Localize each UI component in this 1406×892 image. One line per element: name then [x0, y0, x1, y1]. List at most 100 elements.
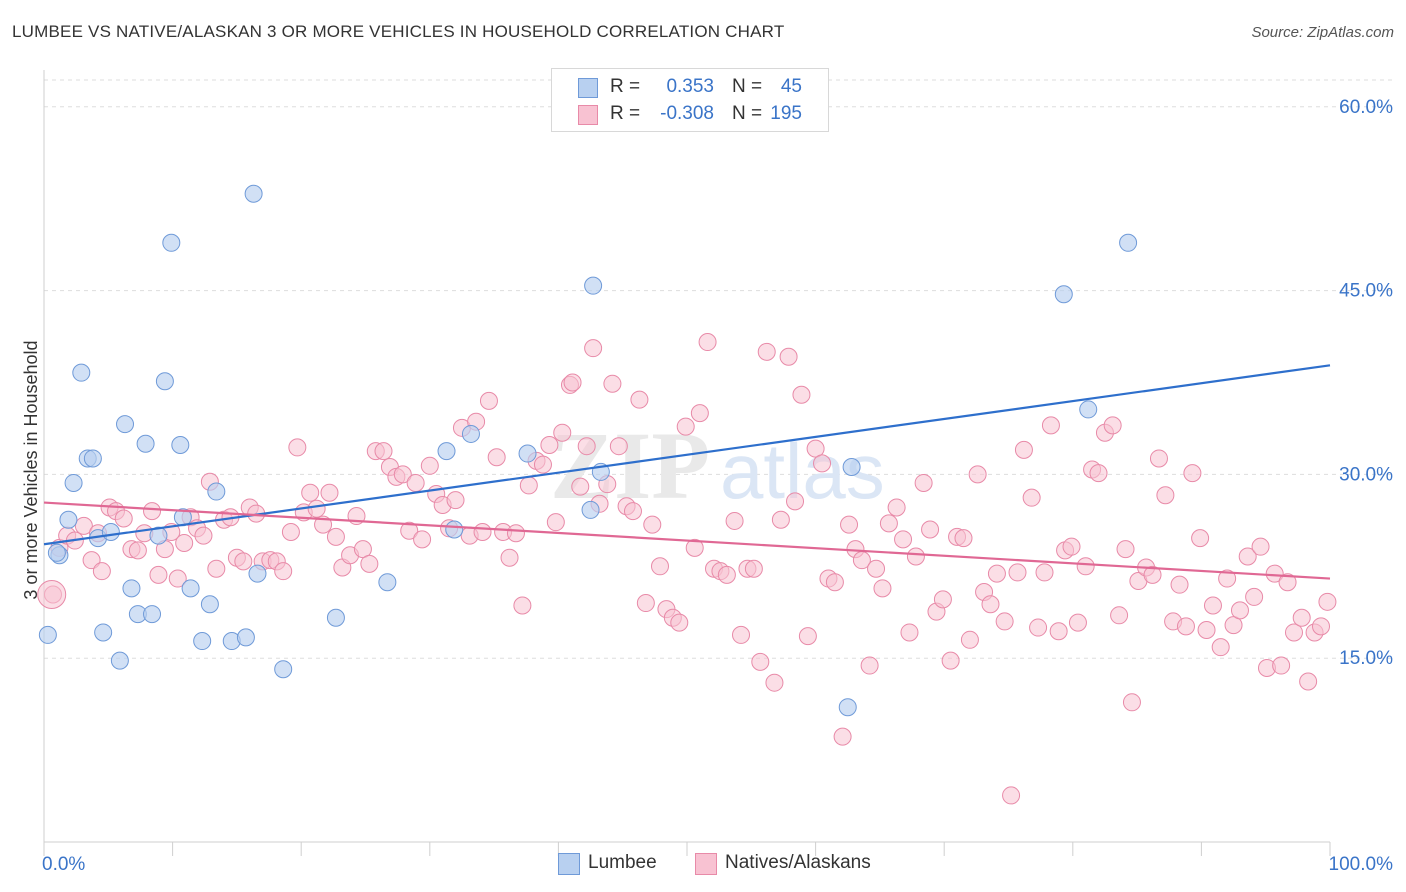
data-point-natives [906, 547, 925, 566]
data-point-natives [1029, 618, 1048, 637]
data-point-natives [995, 612, 1014, 631]
data-point-natives [1218, 569, 1237, 588]
data-point-lumbee [518, 444, 537, 463]
data-point-natives [1035, 563, 1054, 582]
data-point-lumbee [64, 473, 83, 492]
data-point-natives [473, 522, 492, 541]
data-point-lumbee [143, 605, 162, 624]
data-point-lumbee [83, 449, 102, 468]
trend-lines [43, 364, 1331, 580]
data-point-natives [751, 652, 770, 671]
data-point-lumbee [72, 363, 91, 382]
data-point-natives [1089, 464, 1108, 483]
data-point-natives [301, 483, 320, 502]
natives-legend-label: Natives/Alaskans [725, 852, 871, 873]
data-point-natives [1272, 656, 1291, 675]
data-point-lumbee [171, 435, 190, 454]
data-point-lumbee [122, 579, 141, 598]
data-point-natives [1284, 623, 1303, 642]
data-point-lumbee [1054, 285, 1073, 304]
data-point-natives [143, 502, 162, 521]
data-point-natives [1156, 486, 1175, 505]
data-point-natives [1318, 592, 1337, 611]
data-point-lumbee [155, 372, 174, 391]
data-point-natives [825, 573, 844, 592]
r-value: -0.308 [660, 103, 714, 124]
data-point-natives [307, 499, 326, 518]
data-point-natives [887, 498, 906, 517]
data-point-natives-large [37, 579, 67, 609]
data-point-natives [1022, 488, 1041, 507]
data-point-lumbee [207, 482, 226, 501]
n-label: N = [732, 103, 763, 124]
axes [43, 70, 1331, 856]
legend-row-natives-alaskans: R = -0.308 N = 195 [552, 100, 828, 128]
data-point-natives [506, 524, 525, 543]
data-point-natives [1197, 621, 1216, 640]
data-point-natives [1116, 540, 1135, 559]
lumbee-legend-swatch [558, 853, 580, 875]
data-point-natives [744, 559, 763, 578]
data-point-natives [987, 564, 1006, 583]
data-point-natives [1008, 563, 1027, 582]
data-point-natives [603, 374, 622, 393]
x-tick-label: 0.0% [42, 854, 85, 875]
data-point-lumbee [244, 184, 263, 203]
data-point-natives [577, 437, 596, 456]
data-point-lumbee [584, 276, 603, 295]
lumbee-legend-label: Lumbee [588, 852, 657, 873]
series-lumbee [38, 184, 1138, 717]
data-point-natives [914, 473, 933, 492]
data-point-lumbee [200, 595, 219, 614]
trend-line-natives [43, 501, 1331, 580]
data-point-natives [779, 347, 798, 366]
data-point-natives [234, 552, 253, 571]
chart-title: LUMBEE VS NATIVE/ALASKAN 3 OR MORE VEHIC… [12, 22, 785, 41]
data-point-natives [670, 613, 689, 632]
data-point-lumbee [1119, 233, 1138, 252]
natives-legend-swatch [695, 853, 717, 875]
data-point-lumbee [136, 434, 155, 453]
data-point-lumbee [842, 458, 861, 477]
data-point-natives [1311, 617, 1330, 636]
data-point-lumbee [59, 510, 78, 529]
data-point-lumbee [437, 442, 456, 461]
data-point-natives [757, 342, 776, 361]
data-point-natives [1292, 608, 1311, 627]
data-point-lumbee [326, 608, 345, 627]
data-point-lumbee [838, 698, 857, 717]
data-point-natives [676, 417, 695, 436]
data-point-lumbee [38, 625, 57, 644]
data-point-natives [798, 627, 817, 646]
data-point-natives [725, 511, 744, 530]
data-point-natives [1170, 575, 1189, 594]
data-point-natives [792, 385, 811, 404]
r-label: R = [610, 76, 641, 97]
source-label: Source: ZipAtlas.com [1251, 24, 1394, 41]
data-point-natives [1245, 587, 1264, 606]
r-value: 0.353 [666, 76, 714, 97]
data-point-natives [540, 435, 559, 454]
data-point-natives [1191, 529, 1210, 548]
data-point-natives [698, 333, 717, 352]
r-label: R = [610, 103, 641, 124]
data-point-natives [981, 595, 1000, 614]
data-point-natives [717, 565, 736, 584]
n-label: N = [732, 76, 763, 97]
data-point-lumbee [101, 522, 120, 541]
data-point-natives [1068, 613, 1087, 632]
data-point-natives [175, 534, 194, 553]
data-point-natives [563, 373, 582, 392]
data-point-natives [406, 473, 425, 492]
data-point-natives [281, 522, 300, 541]
data-point-natives [960, 630, 979, 649]
data-point-natives [320, 483, 339, 502]
x-tick-label: 100.0% [1329, 854, 1394, 875]
y-tick-label: 15.0% [1339, 648, 1393, 669]
data-point-natives [1122, 693, 1141, 712]
data-point-natives [873, 579, 892, 598]
data-point-natives [1299, 672, 1318, 691]
y-tick-label: 30.0% [1339, 464, 1393, 485]
data-point-natives [1041, 416, 1060, 435]
